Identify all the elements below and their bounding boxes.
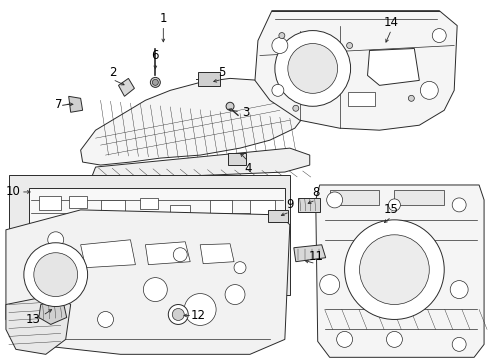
Polygon shape bbox=[39, 300, 66, 324]
Text: 11: 11 bbox=[307, 250, 323, 263]
Circle shape bbox=[225, 102, 234, 110]
Polygon shape bbox=[293, 245, 325, 262]
Circle shape bbox=[184, 293, 216, 325]
Text: 13: 13 bbox=[25, 313, 40, 326]
Circle shape bbox=[336, 332, 352, 347]
Circle shape bbox=[319, 275, 339, 294]
Circle shape bbox=[431, 28, 446, 42]
Text: 12: 12 bbox=[190, 309, 205, 322]
Circle shape bbox=[172, 309, 184, 320]
Text: 8: 8 bbox=[311, 186, 319, 199]
Bar bbox=[297, 198, 319, 212]
Circle shape bbox=[449, 280, 467, 298]
Text: 6: 6 bbox=[151, 49, 159, 62]
Text: 1: 1 bbox=[159, 12, 167, 25]
Circle shape bbox=[271, 84, 283, 96]
Bar bbox=[329, 190, 379, 205]
Bar bbox=[198, 72, 220, 86]
Circle shape bbox=[173, 248, 187, 262]
Bar bbox=[39, 196, 61, 210]
Circle shape bbox=[451, 198, 465, 212]
Polygon shape bbox=[145, 242, 190, 265]
Polygon shape bbox=[81, 78, 304, 165]
Circle shape bbox=[224, 285, 244, 305]
Circle shape bbox=[346, 42, 352, 49]
Bar bbox=[249, 200, 274, 215]
Circle shape bbox=[386, 332, 402, 347]
Circle shape bbox=[48, 232, 63, 248]
Polygon shape bbox=[81, 240, 135, 268]
Text: 4: 4 bbox=[244, 162, 251, 175]
Text: 3: 3 bbox=[242, 106, 249, 119]
Bar bbox=[68, 196, 86, 208]
Circle shape bbox=[326, 192, 342, 208]
Circle shape bbox=[152, 80, 158, 85]
Circle shape bbox=[271, 37, 287, 54]
Circle shape bbox=[34, 253, 78, 297]
Bar bbox=[140, 198, 158, 209]
Circle shape bbox=[451, 337, 465, 351]
Circle shape bbox=[98, 311, 113, 328]
Polygon shape bbox=[6, 294, 71, 354]
Circle shape bbox=[407, 95, 413, 101]
Circle shape bbox=[420, 81, 437, 99]
Text: 5: 5 bbox=[218, 66, 225, 79]
Circle shape bbox=[359, 235, 428, 305]
Circle shape bbox=[344, 220, 443, 319]
Circle shape bbox=[234, 262, 245, 274]
Polygon shape bbox=[367, 49, 419, 85]
Circle shape bbox=[287, 44, 337, 93]
Polygon shape bbox=[68, 96, 82, 112]
Text: 14: 14 bbox=[383, 16, 398, 29]
Bar bbox=[394, 190, 443, 205]
Circle shape bbox=[292, 105, 298, 111]
Text: 15: 15 bbox=[383, 203, 398, 216]
Circle shape bbox=[278, 32, 285, 39]
Polygon shape bbox=[29, 188, 285, 285]
Bar bbox=[170, 205, 190, 215]
Bar bbox=[227, 153, 245, 165]
Polygon shape bbox=[6, 210, 289, 354]
Polygon shape bbox=[200, 244, 234, 264]
Bar bbox=[210, 200, 232, 213]
Bar bbox=[101, 200, 125, 216]
Text: 2: 2 bbox=[108, 66, 116, 79]
Circle shape bbox=[168, 305, 188, 324]
Polygon shape bbox=[315, 185, 483, 357]
Polygon shape bbox=[9, 175, 289, 294]
Bar bbox=[267, 210, 287, 222]
Circle shape bbox=[143, 278, 167, 302]
Text: 9: 9 bbox=[285, 198, 293, 211]
Polygon shape bbox=[254, 11, 456, 130]
Text: 7: 7 bbox=[55, 98, 62, 111]
Circle shape bbox=[387, 199, 400, 211]
Circle shape bbox=[150, 77, 160, 87]
Circle shape bbox=[24, 243, 87, 306]
Circle shape bbox=[274, 31, 350, 106]
Polygon shape bbox=[90, 148, 309, 180]
Text: 10: 10 bbox=[5, 185, 20, 198]
Polygon shape bbox=[118, 78, 134, 96]
Bar bbox=[347, 92, 375, 106]
